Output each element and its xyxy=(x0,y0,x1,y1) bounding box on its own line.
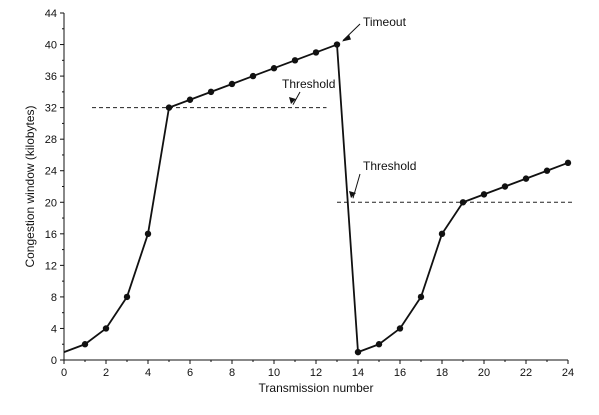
x-tick-label: 6 xyxy=(187,367,193,379)
x-tick-label: 14 xyxy=(352,367,364,379)
data-point xyxy=(459,199,467,206)
data-point xyxy=(354,348,362,356)
threshold-arrow xyxy=(292,91,301,105)
data-point xyxy=(396,325,404,332)
x-tick-label: 22 xyxy=(520,367,532,379)
threshold-arrowhead xyxy=(349,191,356,198)
x-axis-label: Transmission number xyxy=(259,381,374,395)
data-point xyxy=(102,325,110,332)
threshold-label: Threshold xyxy=(282,77,335,91)
x-tick-label: 24 xyxy=(562,367,574,379)
x-tick-label: 16 xyxy=(394,367,406,379)
data-point xyxy=(291,57,299,64)
y-tick-label: 20 xyxy=(45,197,57,209)
x-tick-label: 8 xyxy=(229,367,235,379)
data-point xyxy=(480,191,488,198)
x-tick-label: 4 xyxy=(145,367,151,379)
y-tick-label: 32 xyxy=(45,103,57,115)
y-tick-label: 4 xyxy=(51,323,57,335)
series xyxy=(63,41,572,356)
y-axis-label: Congestion window (kilobytes) xyxy=(23,105,37,267)
data-point xyxy=(270,65,278,72)
threshold-label: Threshold xyxy=(363,159,416,173)
threshold-lines xyxy=(92,107,573,203)
y-tick-label: 44 xyxy=(45,8,57,20)
x-tick-label: 0 xyxy=(61,367,67,379)
y-tick-label: 36 xyxy=(45,71,57,83)
data-point xyxy=(123,293,131,301)
data-point xyxy=(186,96,194,103)
data-point xyxy=(501,183,509,190)
x-tick-label: 10 xyxy=(268,367,280,379)
data-point xyxy=(333,41,341,48)
data-point xyxy=(375,341,383,348)
data-point xyxy=(564,159,572,167)
data-point xyxy=(522,175,530,182)
x-tick-label: 2 xyxy=(103,367,109,379)
x-tick-label: 20 xyxy=(478,367,490,379)
y-tick-label: 12 xyxy=(45,260,57,272)
y-tick-label: 0 xyxy=(51,355,57,367)
data-point xyxy=(144,230,152,238)
x-tick-label: 18 xyxy=(436,367,448,379)
data-point xyxy=(207,88,215,96)
y-tick-label: 8 xyxy=(51,292,57,304)
data-point xyxy=(249,72,257,80)
timeout-arrowhead xyxy=(342,34,351,42)
data-point xyxy=(312,49,320,56)
timeout-label: Timeout xyxy=(363,15,407,29)
threshold-arrowhead xyxy=(289,97,296,104)
data-point xyxy=(543,167,551,174)
y-tick-label: 40 xyxy=(45,40,57,52)
data-point xyxy=(417,293,425,301)
y-tick-label: 28 xyxy=(45,134,57,146)
y-tick-label: 16 xyxy=(45,229,57,241)
x-tick-label: 12 xyxy=(310,367,322,379)
data-point xyxy=(81,341,89,348)
y-tick-label: 24 xyxy=(45,166,57,178)
data-point xyxy=(438,230,446,238)
data-point xyxy=(165,104,173,111)
annotations: Timeout Threshold Threshold xyxy=(282,15,416,199)
data-point xyxy=(228,80,236,88)
